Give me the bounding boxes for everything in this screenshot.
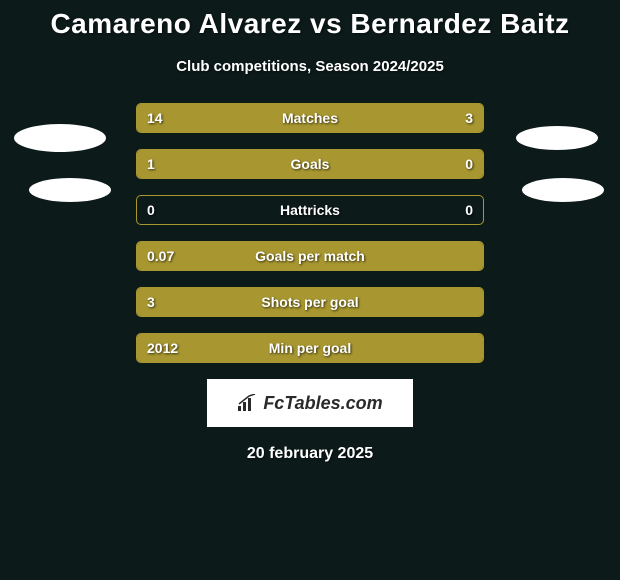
stat-label: Hattricks bbox=[280, 202, 340, 218]
stat-bar-row: 3 Shots per goal bbox=[136, 287, 484, 317]
chart-icon bbox=[237, 394, 259, 412]
page-title: Camareno Alvarez vs Bernardez Baitz bbox=[0, 0, 620, 40]
stat-value-left: 2012 bbox=[147, 340, 178, 356]
date-label: 20 february 2025 bbox=[0, 445, 620, 463]
stat-value-right: 3 bbox=[465, 110, 473, 126]
stat-value-right: 0 bbox=[465, 156, 473, 172]
stat-value-left: 1 bbox=[147, 156, 155, 172]
placeholder-ellipse-right-2 bbox=[522, 178, 604, 202]
page-subtitle: Club competitions, Season 2024/2025 bbox=[0, 58, 620, 75]
stat-label: Min per goal bbox=[269, 340, 351, 356]
stat-label: Shots per goal bbox=[261, 294, 358, 310]
stat-value-left: 0.07 bbox=[147, 248, 174, 264]
placeholder-ellipse-left-1 bbox=[14, 124, 106, 152]
placeholder-ellipse-right-1 bbox=[516, 126, 598, 150]
stat-value-left: 3 bbox=[147, 294, 155, 310]
stat-label: Goals per match bbox=[255, 248, 365, 264]
placeholder-ellipse-left-2 bbox=[29, 178, 111, 202]
stat-bar-row: 0.07 Goals per match bbox=[136, 241, 484, 271]
logo-text: FcTables.com bbox=[237, 393, 382, 414]
logo-label: FcTables.com bbox=[263, 393, 382, 414]
stat-bar-left-fill bbox=[137, 104, 403, 132]
stat-bar-row: 0 Hattricks 0 bbox=[136, 195, 484, 225]
stat-label: Matches bbox=[282, 110, 338, 126]
stat-bar-row: 1 Goals 0 bbox=[136, 149, 484, 179]
stat-value-left: 0 bbox=[147, 202, 155, 218]
stat-value-right: 0 bbox=[465, 202, 473, 218]
stat-value-left: 14 bbox=[147, 110, 163, 126]
stat-label: Goals bbox=[291, 156, 330, 172]
logo-box: FcTables.com bbox=[207, 379, 413, 427]
stat-bar-row: 2012 Min per goal bbox=[136, 333, 484, 363]
stat-bar-row: 14 Matches 3 bbox=[136, 103, 484, 133]
